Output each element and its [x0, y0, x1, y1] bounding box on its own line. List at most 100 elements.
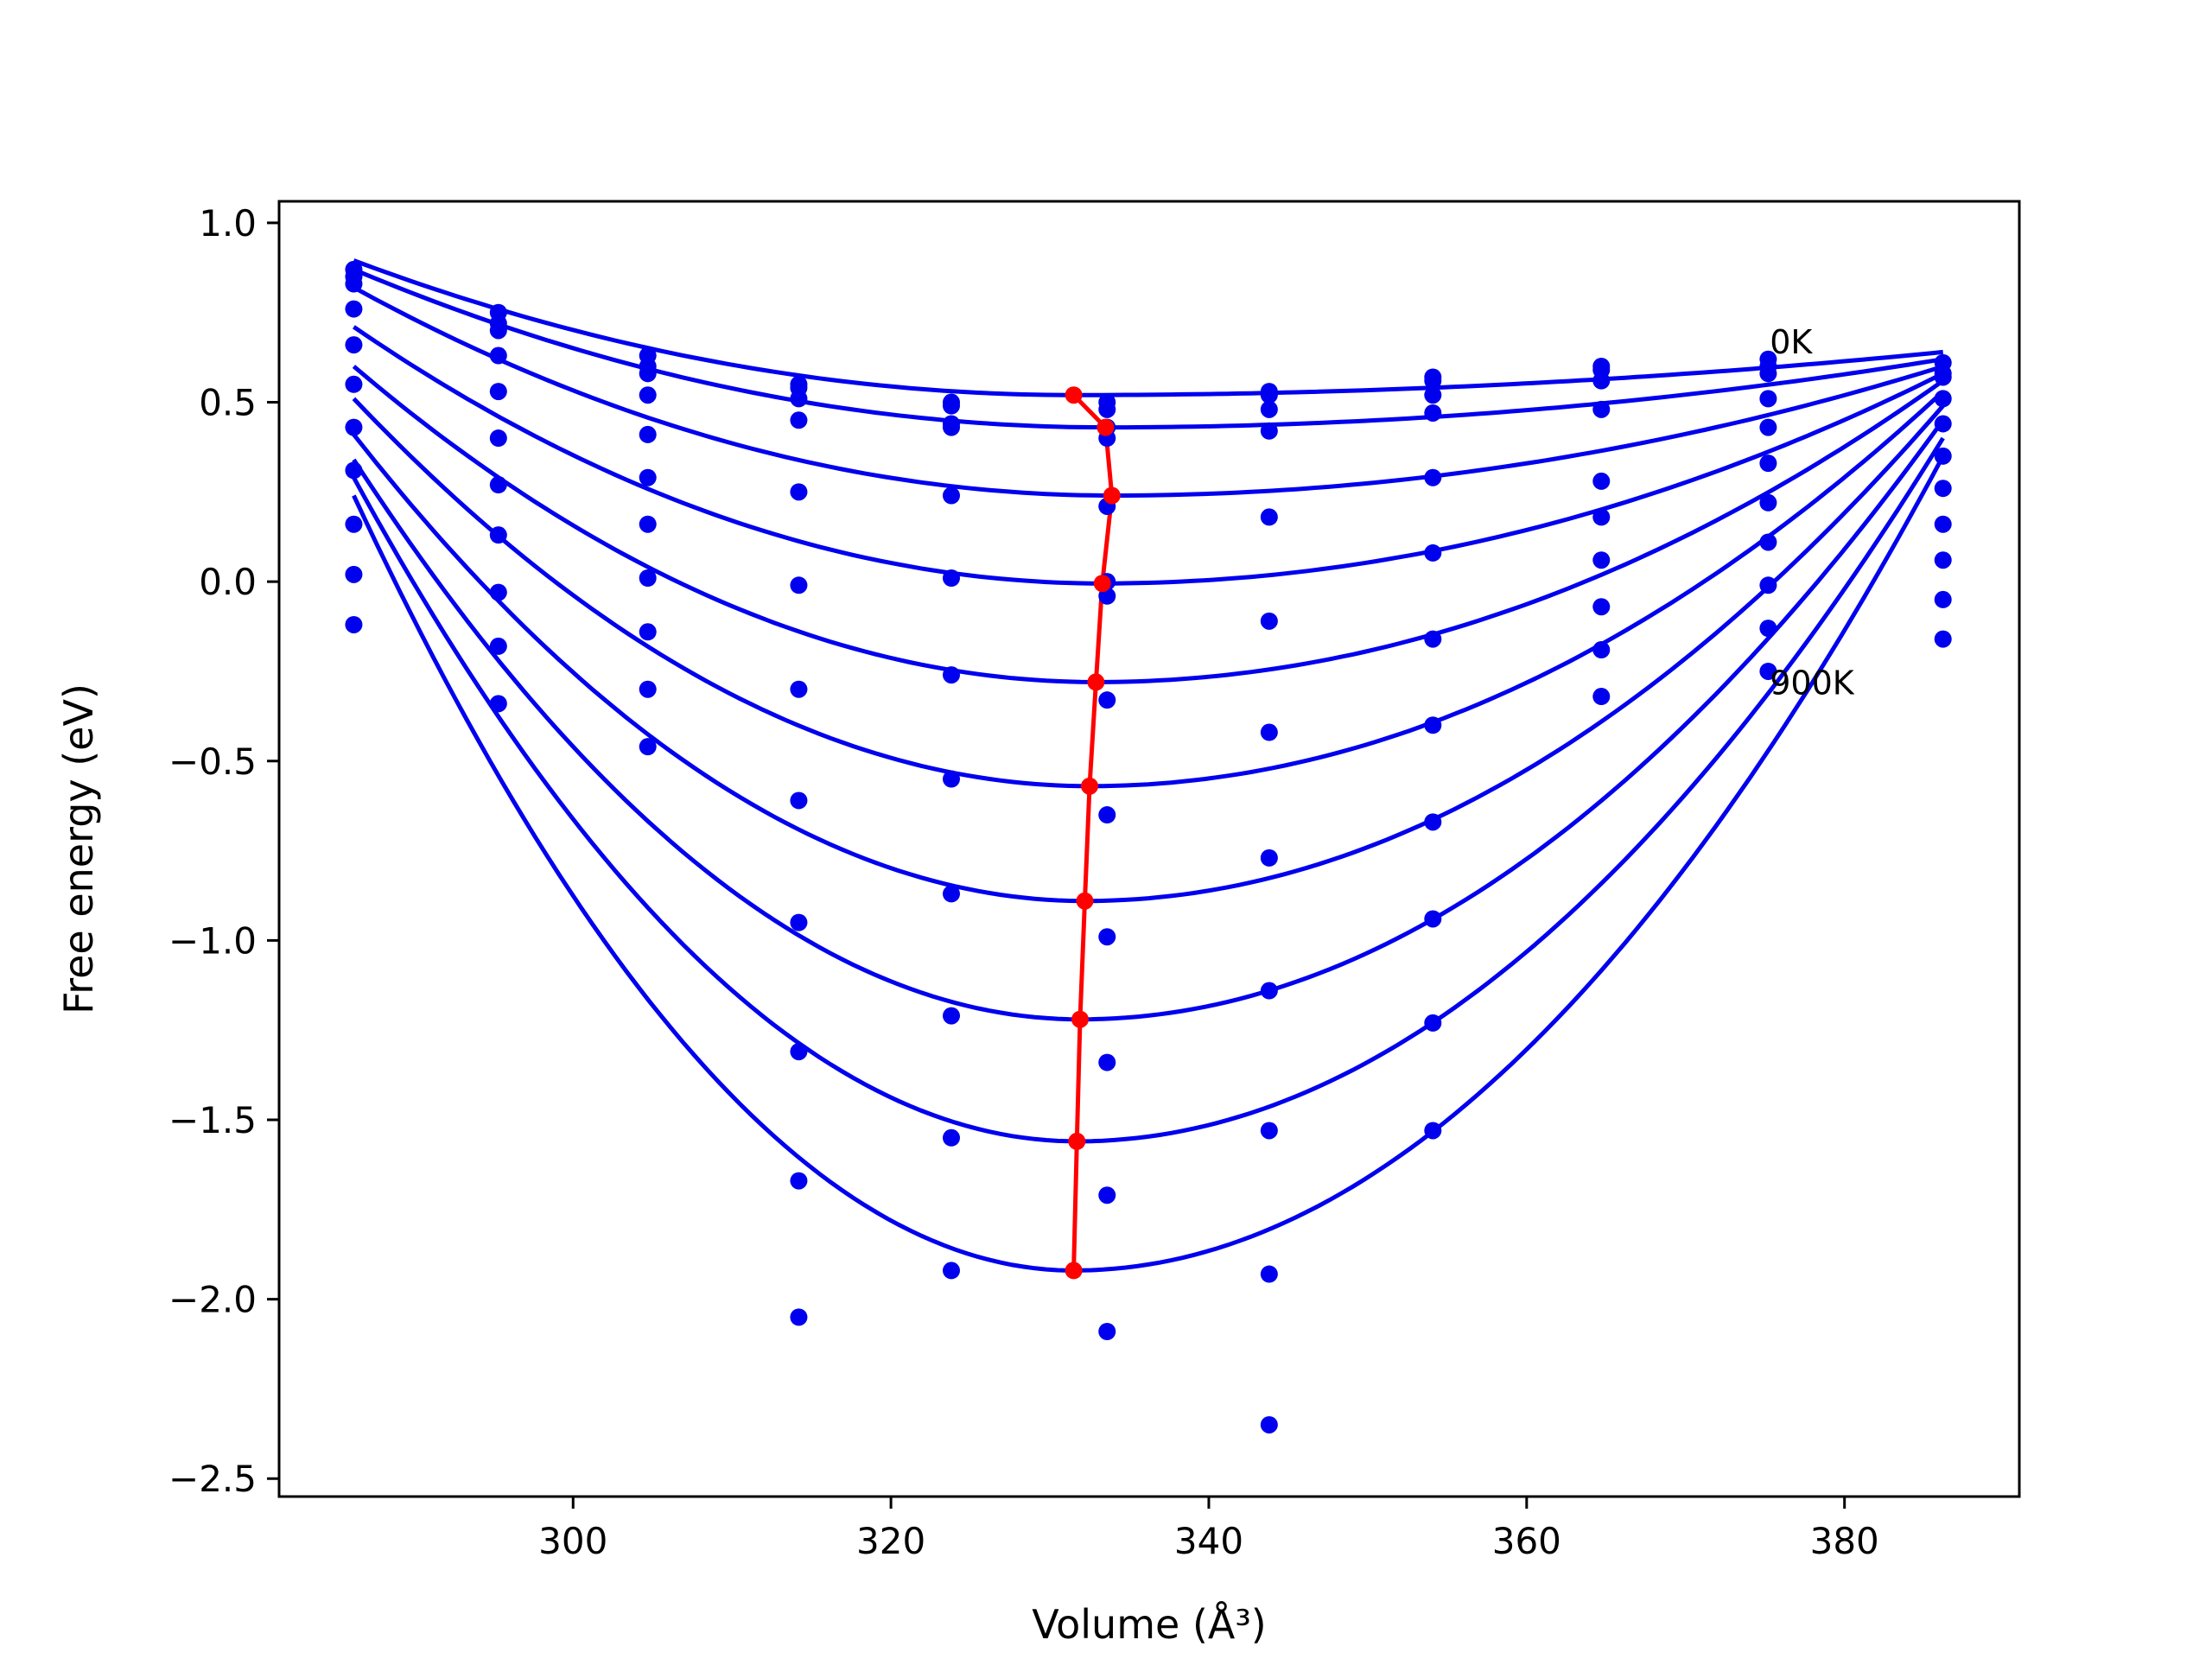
y-tick-label: −1.5: [168, 1099, 257, 1141]
plot-frame: [277, 200, 2021, 1498]
data-point: [1424, 1122, 1442, 1140]
curve-annotation: 900K: [1770, 664, 1855, 702]
data-point: [345, 275, 363, 293]
data-point: [1098, 691, 1116, 709]
fit-curves: [352, 258, 1945, 1273]
data-point: [1260, 400, 1278, 418]
x-tick-label: 360: [1492, 1520, 1561, 1562]
data-point: [790, 791, 808, 810]
data-point: [1934, 447, 1952, 465]
data-point: [1759, 620, 1777, 638]
curve-annotations: 0K 900K: [1770, 323, 1855, 702]
data-point: [1592, 688, 1611, 706]
data-point: [1098, 400, 1116, 418]
data-point: [1260, 1265, 1278, 1283]
data-point: [943, 770, 961, 788]
data-point: [639, 468, 657, 486]
y-tick-label: −0.5: [168, 741, 257, 783]
x-tick-label: 340: [1174, 1520, 1243, 1562]
data-point: [1260, 1122, 1278, 1140]
data-point: [1098, 1053, 1116, 1071]
data-point: [790, 913, 808, 931]
data-point: [1260, 386, 1278, 404]
data-point: [639, 623, 657, 641]
data-point: [790, 1308, 808, 1326]
minimum-point: [1068, 1132, 1086, 1150]
data-point: [639, 386, 657, 404]
data-point: [943, 1128, 961, 1147]
data-point: [1424, 543, 1442, 562]
data-point: [639, 569, 657, 587]
fit-curve: [353, 267, 1944, 430]
data-point: [489, 383, 507, 401]
data-point: [1934, 480, 1952, 498]
data-point: [790, 680, 808, 698]
data-point: [943, 486, 961, 505]
data-point: [345, 515, 363, 533]
data-point: [1424, 910, 1442, 928]
data-point: [1934, 630, 1952, 648]
data-point: [1260, 982, 1278, 1000]
data-points: [345, 260, 1952, 1433]
data-point: [1098, 928, 1116, 946]
data-point: [943, 1007, 961, 1025]
fit-curve: [353, 258, 1943, 397]
fit-curve: [352, 390, 1945, 789]
data-point: [639, 365, 657, 383]
data-point: [790, 1043, 808, 1061]
y-tick-label: 0.5: [199, 382, 257, 424]
curve-annotation: 0K: [1770, 323, 1813, 361]
data-point: [1592, 598, 1611, 616]
data-point: [1759, 454, 1777, 473]
data-point: [1934, 551, 1952, 569]
fit-curve: [353, 285, 1944, 498]
data-point: [489, 526, 507, 544]
fit-curve: [352, 454, 1945, 1273]
data-point: [1759, 576, 1777, 594]
data-point: [790, 1172, 808, 1190]
data-point: [489, 476, 507, 494]
data-point: [790, 390, 808, 408]
data-point: [790, 483, 808, 501]
data-point: [1260, 612, 1278, 630]
data-point: [943, 397, 961, 415]
fit-curve: [352, 325, 1944, 586]
data-point: [489, 583, 507, 601]
data-point: [1592, 372, 1611, 390]
data-point: [1759, 533, 1777, 551]
data-point: [639, 425, 657, 443]
y-tick-label: 0.0: [199, 561, 257, 603]
y-tick-label: −1.0: [168, 919, 257, 962]
data-point: [489, 321, 507, 340]
data-point: [1424, 813, 1442, 831]
data-point: [1424, 468, 1442, 486]
data-point: [1424, 630, 1442, 648]
y-tick-label: 1.0: [199, 202, 257, 245]
minimum-point: [1093, 575, 1111, 593]
minimum-point: [1103, 486, 1121, 505]
data-point: [639, 738, 657, 756]
x-tick-label: 300: [538, 1520, 607, 1562]
data-point: [943, 885, 961, 903]
data-point: [345, 418, 363, 436]
data-point: [639, 515, 657, 533]
data-point: [345, 300, 363, 318]
fit-curve: [352, 365, 1945, 684]
data-point: [790, 411, 808, 429]
minimum-energy-path: [1071, 393, 1115, 1271]
minimum-point: [1076, 892, 1094, 910]
y-tick-label: −2.5: [168, 1458, 257, 1500]
data-point: [1098, 1186, 1116, 1205]
data-point: [1759, 493, 1777, 512]
data-point: [1260, 422, 1278, 440]
data-point: [489, 346, 507, 365]
y-axis-ticks: 1.0 0.5 0.0 −0.5 −1.0 −1.5 −2.0 −2.5: [168, 202, 279, 1500]
minimum-point: [1087, 673, 1105, 691]
data-point: [943, 666, 961, 684]
data-point: [489, 429, 507, 448]
data-point: [1592, 472, 1611, 490]
minimum-point: [1081, 777, 1099, 795]
data-point: [1592, 551, 1611, 569]
data-point: [1260, 849, 1278, 867]
